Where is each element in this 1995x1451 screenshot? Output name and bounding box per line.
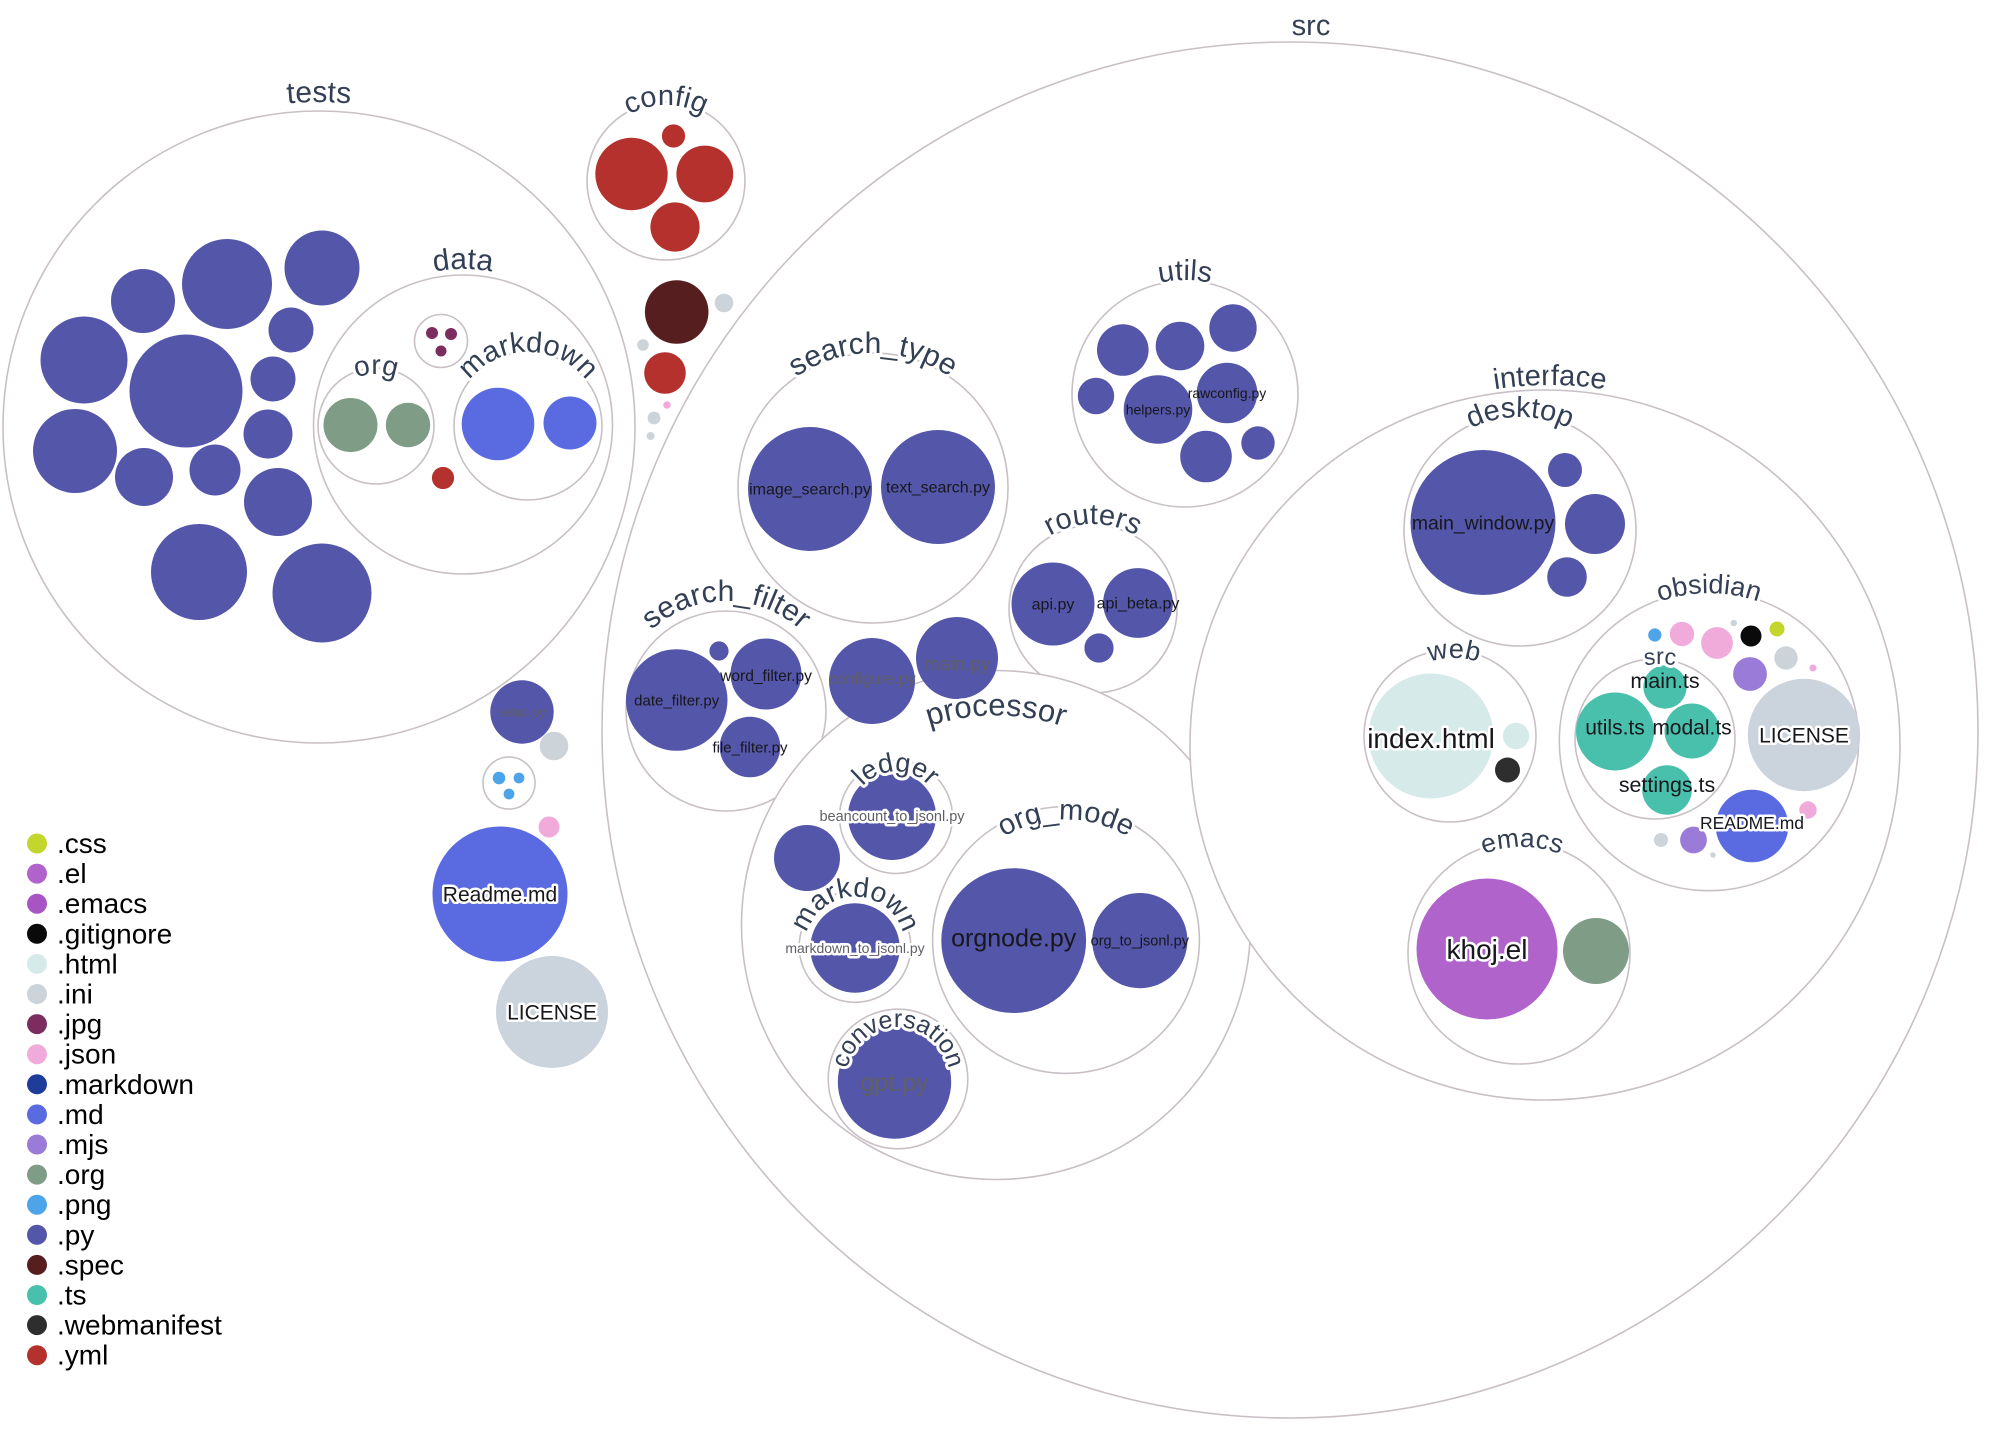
- svg-text:.css: .css: [57, 828, 107, 859]
- svg-text:setup.py: setup.py: [498, 705, 546, 719]
- svg-text:interface: interface: [1491, 360, 1609, 396]
- svg-text:image_search.py: image_search.py: [749, 482, 871, 499]
- svg-text:word_filter.py: word_filter.py: [719, 668, 812, 685]
- svg-text:.py: .py: [57, 1219, 94, 1250]
- svg-text:api.py: api.py: [1032, 597, 1075, 614]
- svg-text:Readme.md: Readme.md: [443, 883, 557, 906]
- svg-text:date_filter.py: date_filter.py: [634, 692, 720, 709]
- svg-text:utils: utils: [1156, 255, 1215, 290]
- svg-text:org_to_jsonl.py: org_to_jsonl.py: [1091, 934, 1190, 950]
- svg-text:utils.ts: utils.ts: [1585, 717, 1645, 740]
- svg-text:LICENSE: LICENSE: [507, 1001, 597, 1024]
- svg-text:gpt.py: gpt.py: [860, 1069, 929, 1097]
- svg-text:.webmanifest: .webmanifest: [57, 1310, 222, 1341]
- svg-text:.gitignore: .gitignore: [57, 918, 172, 949]
- svg-text:markdown_to_jsonl.py: markdown_to_jsonl.py: [785, 940, 924, 956]
- svg-text:.jpg: .jpg: [57, 1009, 102, 1040]
- svg-text:web: web: [1424, 634, 1484, 668]
- svg-text:index.html: index.html: [1367, 723, 1495, 754]
- svg-text:main_window.py: main_window.py: [1412, 512, 1555, 534]
- svg-text:.markdown: .markdown: [57, 1069, 194, 1100]
- svg-text:modal.ts: modal.ts: [1652, 717, 1731, 740]
- svg-text:README.md: README.md: [1700, 813, 1804, 833]
- svg-text:.json: .json: [57, 1039, 116, 1070]
- svg-text:.mjs: .mjs: [57, 1129, 108, 1160]
- svg-text:data: data: [431, 243, 496, 279]
- svg-text:file_filter.py: file_filter.py: [712, 739, 788, 756]
- svg-text:src: src: [1291, 10, 1330, 42]
- svg-text:org: org: [350, 349, 402, 383]
- svg-text:main.py: main.py: [924, 655, 991, 676]
- svg-text:.ini: .ini: [57, 979, 93, 1010]
- svg-text:.png: .png: [57, 1189, 112, 1220]
- svg-text:.ts: .ts: [57, 1280, 87, 1311]
- svg-text:helpers.py: helpers.py: [1126, 401, 1191, 417]
- svg-text:src: src: [1642, 643, 1678, 670]
- svg-text:.org: .org: [57, 1159, 105, 1190]
- svg-text:tests: tests: [285, 76, 352, 111]
- svg-text:api_beta.py: api_beta.py: [1097, 596, 1180, 613]
- svg-text:main.ts: main.ts: [1630, 669, 1699, 693]
- svg-text:khoj.el: khoj.el: [1447, 934, 1528, 965]
- svg-text:.yml: .yml: [57, 1340, 108, 1371]
- svg-text:orgnode.py: orgnode.py: [951, 925, 1077, 953]
- svg-text:.emacs: .emacs: [57, 888, 147, 919]
- svg-text:.spec: .spec: [57, 1249, 124, 1280]
- svg-text:LICENSE: LICENSE: [1759, 724, 1849, 747]
- svg-text:configure.py: configure.py: [828, 671, 915, 688]
- svg-text:beancount_to_jsonl.py: beancount_to_jsonl.py: [819, 809, 965, 825]
- svg-text:text_search.py: text_search.py: [886, 480, 990, 497]
- svg-text:.html: .html: [57, 948, 118, 979]
- svg-text:.el: .el: [57, 858, 87, 889]
- svg-text:settings.ts: settings.ts: [1619, 773, 1715, 797]
- svg-text:rawconfig.py: rawconfig.py: [1188, 385, 1267, 401]
- svg-text:.md: .md: [57, 1099, 104, 1130]
